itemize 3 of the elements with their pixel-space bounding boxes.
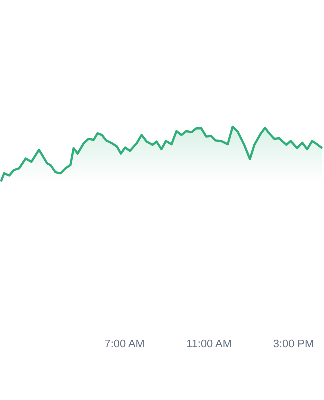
x-tick-label: 11:00 AM <box>186 338 232 350</box>
x-tick-label: 7:00 AM <box>104 338 145 350</box>
x-tick-label: 3:00 PM <box>273 338 314 350</box>
